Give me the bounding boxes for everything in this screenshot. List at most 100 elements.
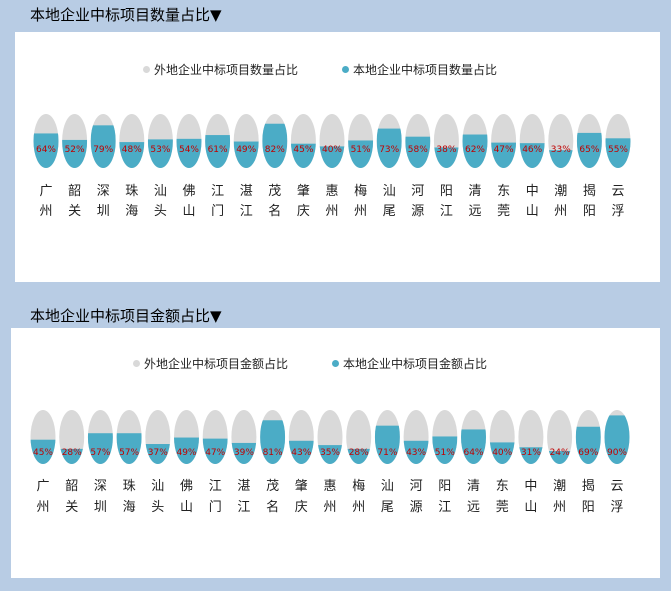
category-label: 头 [154,204,167,219]
category-label: 深 [94,479,107,494]
category-label: 揭 [583,184,596,199]
value-label: 33% [551,145,571,155]
bar-inner [604,415,630,464]
category-label: 门 [209,500,222,515]
category-label: 州 [39,204,52,219]
value-label: 46% [522,145,542,155]
value-label: 43% [406,448,426,458]
value-label: 53% [150,145,170,155]
bar-group: 47% 江门 [202,410,228,515]
value-label: 39% [234,448,254,458]
category-label: 阳 [440,184,453,199]
bar-inner [262,123,288,168]
category-label: 州 [354,204,367,219]
legend-outer-label: 外地企业中标项目数量占比 [154,63,299,77]
category-label: 关 [65,500,78,515]
category-label: 揭 [582,479,595,494]
category-label: 东 [497,184,510,199]
category-label: 江 [209,479,222,494]
bar-group: 64% 广州 [33,114,59,219]
bar-group: 46% 中山 [519,114,545,219]
bar-group: 33% 潮州 [548,114,574,219]
value-label: 24% [550,448,570,458]
bar-group: 28% 梅州 [346,410,372,515]
category-label: 云 [611,184,624,199]
category-label: 肇 [295,479,308,494]
value-label: 51% [351,145,371,155]
category-label: 潮 [553,479,566,494]
value-label: 81% [263,448,283,458]
bar-inner [319,146,345,168]
category-label: 江 [440,204,453,219]
bar-group: 43% 肇庆 [288,410,314,515]
category-label: 汕 [154,184,167,199]
chart1-plot: 64%广州52%韶关79%深圳48%珠海53%汕头54%佛山61%江门49%湛江… [33,114,631,219]
category-label: 庆 [297,204,310,219]
value-label: 52% [65,145,85,155]
value-label: 54% [179,145,199,155]
category-label: 莞 [497,204,510,219]
bar-group: 40% 惠州 [319,114,345,219]
category-label: 江 [240,204,253,219]
chart2-legend: 外地企业中标项目金额占比 本地企业中标项目金额占比 [133,355,531,372]
category-label: 深 [97,184,110,199]
category-label: 珠 [123,479,136,494]
bar-inner [260,420,286,464]
bar-inner [461,429,486,464]
value-label: 64% [463,448,483,458]
category-label: 广 [36,479,49,494]
category-label: 梅 [354,184,367,199]
category-label: 浮 [610,500,623,515]
chart2-heading[interactable]: 本地企业中标项目金额占比▼ [30,307,222,325]
category-label: 佛 [182,184,195,199]
category-label: 潮 [554,184,567,199]
category-label: 海 [123,500,136,515]
category-label: 江 [211,184,224,199]
category-label: 中 [524,479,537,494]
value-label: 90% [607,448,627,458]
category-label: 州 [553,500,566,515]
chart1-heading[interactable]: 本地企业中标项目数量占比▼ [30,6,222,24]
bar-group: 65% 揭阳 [576,114,602,219]
category-label: 湛 [237,479,250,494]
value-label: 51% [435,448,455,458]
value-label: 69% [578,448,598,458]
category-label: 江 [438,500,451,515]
bar-inner [59,448,85,464]
value-label: 82% [265,145,285,155]
category-label: 韶 [68,183,81,199]
bar-inner [145,444,171,464]
category-label: 汕 [383,184,396,199]
bar-group: 55% 云浮 [605,114,631,219]
bar-group: 90% 云浮 [604,410,630,515]
legend-inner-swatch [342,66,350,73]
value-label: 31% [521,448,541,458]
bar-inner [489,442,515,464]
category-label: 茂 [268,184,281,199]
value-label: 79% [93,145,113,155]
bar-group: 49% 佛山 [174,410,199,515]
category-label: 佛 [180,479,193,494]
category-label: 源 [411,204,424,219]
category-label: 阳 [583,204,596,219]
category-label: 尾 [381,500,394,515]
value-label: 43% [291,448,311,458]
category-label: 圳 [97,204,110,219]
legend-outer: 外地企业中标项目金额占比 [133,355,288,372]
bar-group: 45% 肇庆 [290,114,316,219]
value-label: 45% [33,448,53,458]
category-label: 名 [266,499,279,515]
bar-group: 62% 清远 [462,114,488,219]
category-label: 尾 [383,204,396,219]
bar-inner [433,147,459,168]
category-label: 门 [211,204,224,219]
bar-group: 57% 深圳 [87,410,113,515]
bar-group: 61% 江门 [205,114,231,219]
category-label: 头 [151,500,164,515]
value-label: 55% [608,145,628,155]
chart2-plot: 45%广州28%韶关57%深圳57%珠海37%汕头49%佛山47%江门39%湛江… [30,410,630,515]
category-label: 海 [125,204,138,219]
value-label: 47% [494,145,514,155]
value-label: 48% [122,145,142,155]
bar-group: 48% 珠海 [119,114,145,219]
